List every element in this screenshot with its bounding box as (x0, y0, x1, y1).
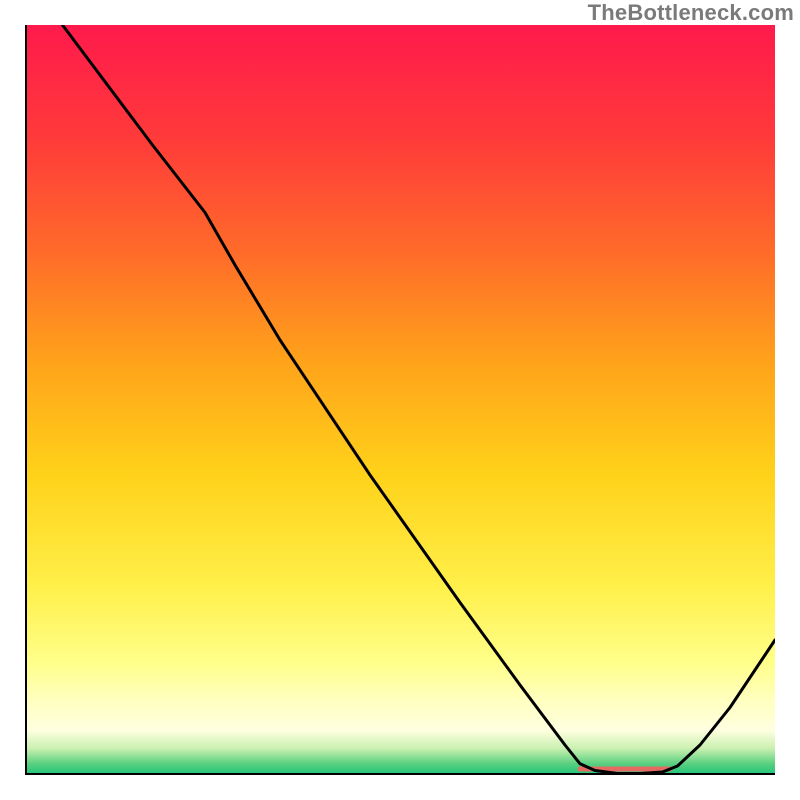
gradient-background (25, 25, 775, 775)
chart-root: TheBottleneck.com (0, 0, 800, 800)
plot-svg (25, 25, 775, 775)
watermark-text: TheBottleneck.com (588, 0, 794, 26)
plot-area (25, 25, 775, 775)
